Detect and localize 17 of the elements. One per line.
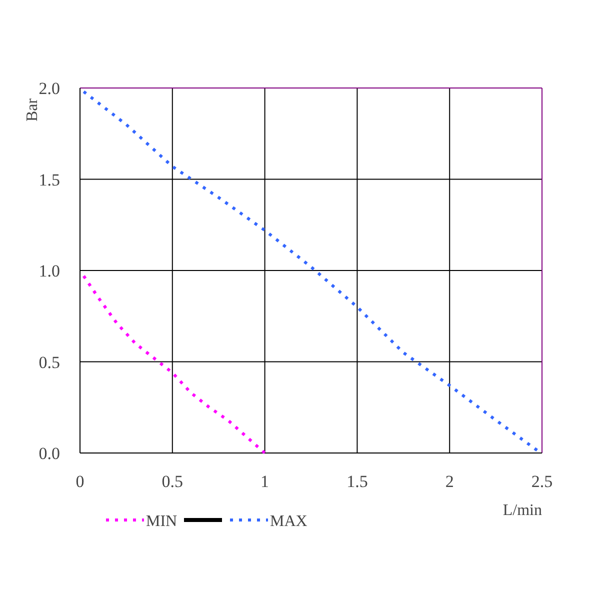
x-tick-label: 2.5 [531,472,553,491]
x-tick-label: 1.5 [346,472,368,491]
y-tick-label: 1.5 [38,170,60,190]
line-series [82,90,540,453]
legend-label: MAX [270,513,308,530]
y-tick-label: 0.5 [38,352,60,372]
x-tick-label: 2 [445,472,454,491]
line-series [82,274,266,454]
x-axis-title: L/min [502,502,542,519]
y-tick-label: 1.0 [38,262,60,280]
y-tick-label: 0.0 [38,444,60,463]
x-tick-label: 1 [260,472,270,491]
legend-label: MIN [146,513,178,530]
x-tick-label: 0 [76,472,84,491]
x-tick-label: 0.5 [162,472,184,491]
y-tick-label: 2.0 [38,79,60,98]
y-axis-title: Bar [24,98,41,122]
